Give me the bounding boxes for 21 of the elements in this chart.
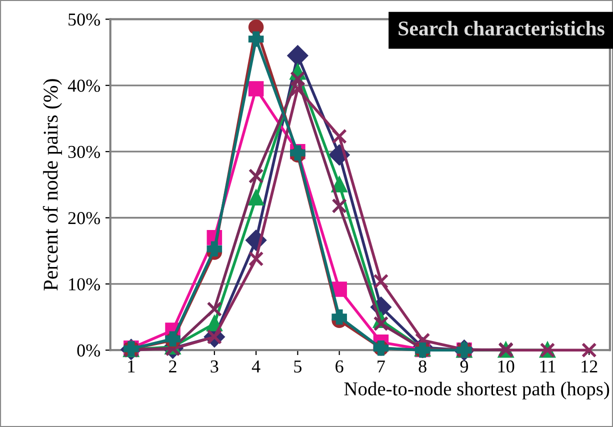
x-tick-label: 1 bbox=[128, 360, 135, 372]
x-tick-label: 3 bbox=[210, 360, 218, 373]
y-tick-label: 30% bbox=[68, 146, 100, 158]
y-tick-label: 20% bbox=[68, 212, 100, 224]
x-tick-label: 6 bbox=[336, 360, 344, 373]
x-axis-title: Node-to-node shortest path (hops) bbox=[344, 382, 610, 400]
chart-title: Search characteristichs bbox=[398, 20, 604, 36]
x-tick-label: 8 bbox=[418, 360, 426, 373]
x-tick-label: 12 bbox=[582, 360, 598, 372]
y-tick-label: 40% bbox=[68, 80, 100, 92]
y-tick-label: 0% bbox=[77, 344, 100, 357]
y-axis-title: Percent of node pairs (%) bbox=[42, 79, 62, 291]
x-tick-label: 10 bbox=[498, 360, 514, 373]
x-tick-label: 9 bbox=[460, 360, 468, 373]
x-tick-label: 5 bbox=[294, 360, 302, 373]
x-tick-label: 2 bbox=[169, 360, 176, 372]
x-tick-label: 11 bbox=[540, 360, 556, 372]
x-tick-label: 4 bbox=[252, 360, 260, 372]
y-tick-label: 10% bbox=[69, 278, 100, 290]
y-tick-label: 50% bbox=[68, 13, 100, 26]
x-tick-label: 7 bbox=[378, 360, 385, 372]
